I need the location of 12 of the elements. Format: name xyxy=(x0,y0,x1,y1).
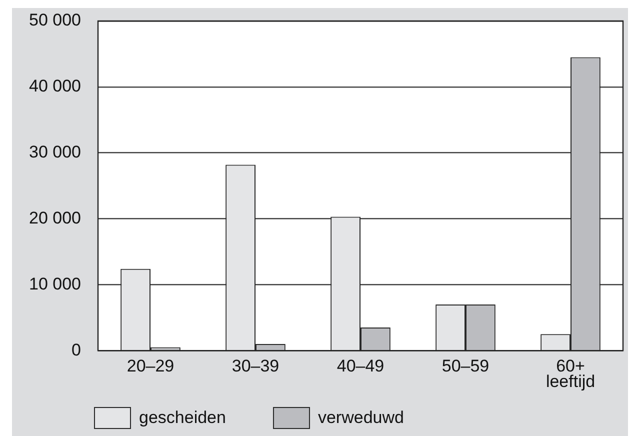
legend-label: gescheiden xyxy=(139,408,226,428)
x-tick-label: 40–49 xyxy=(336,356,384,376)
y-tick-label: 30 000 xyxy=(29,142,81,162)
legend-label: verweduwd xyxy=(318,408,404,428)
x-tick-label: 50–59 xyxy=(442,356,490,376)
y-tick-label: 40 000 xyxy=(29,76,81,96)
y-tick-label: 50 000 xyxy=(29,10,81,30)
x-tick-label: 20–29 xyxy=(126,356,174,376)
y-tick-label: 20 000 xyxy=(29,208,81,228)
y-tick-label: 10 000 xyxy=(29,274,81,294)
y-tick-label: 0 xyxy=(72,340,81,360)
x-tick-label: 30–39 xyxy=(232,356,280,376)
